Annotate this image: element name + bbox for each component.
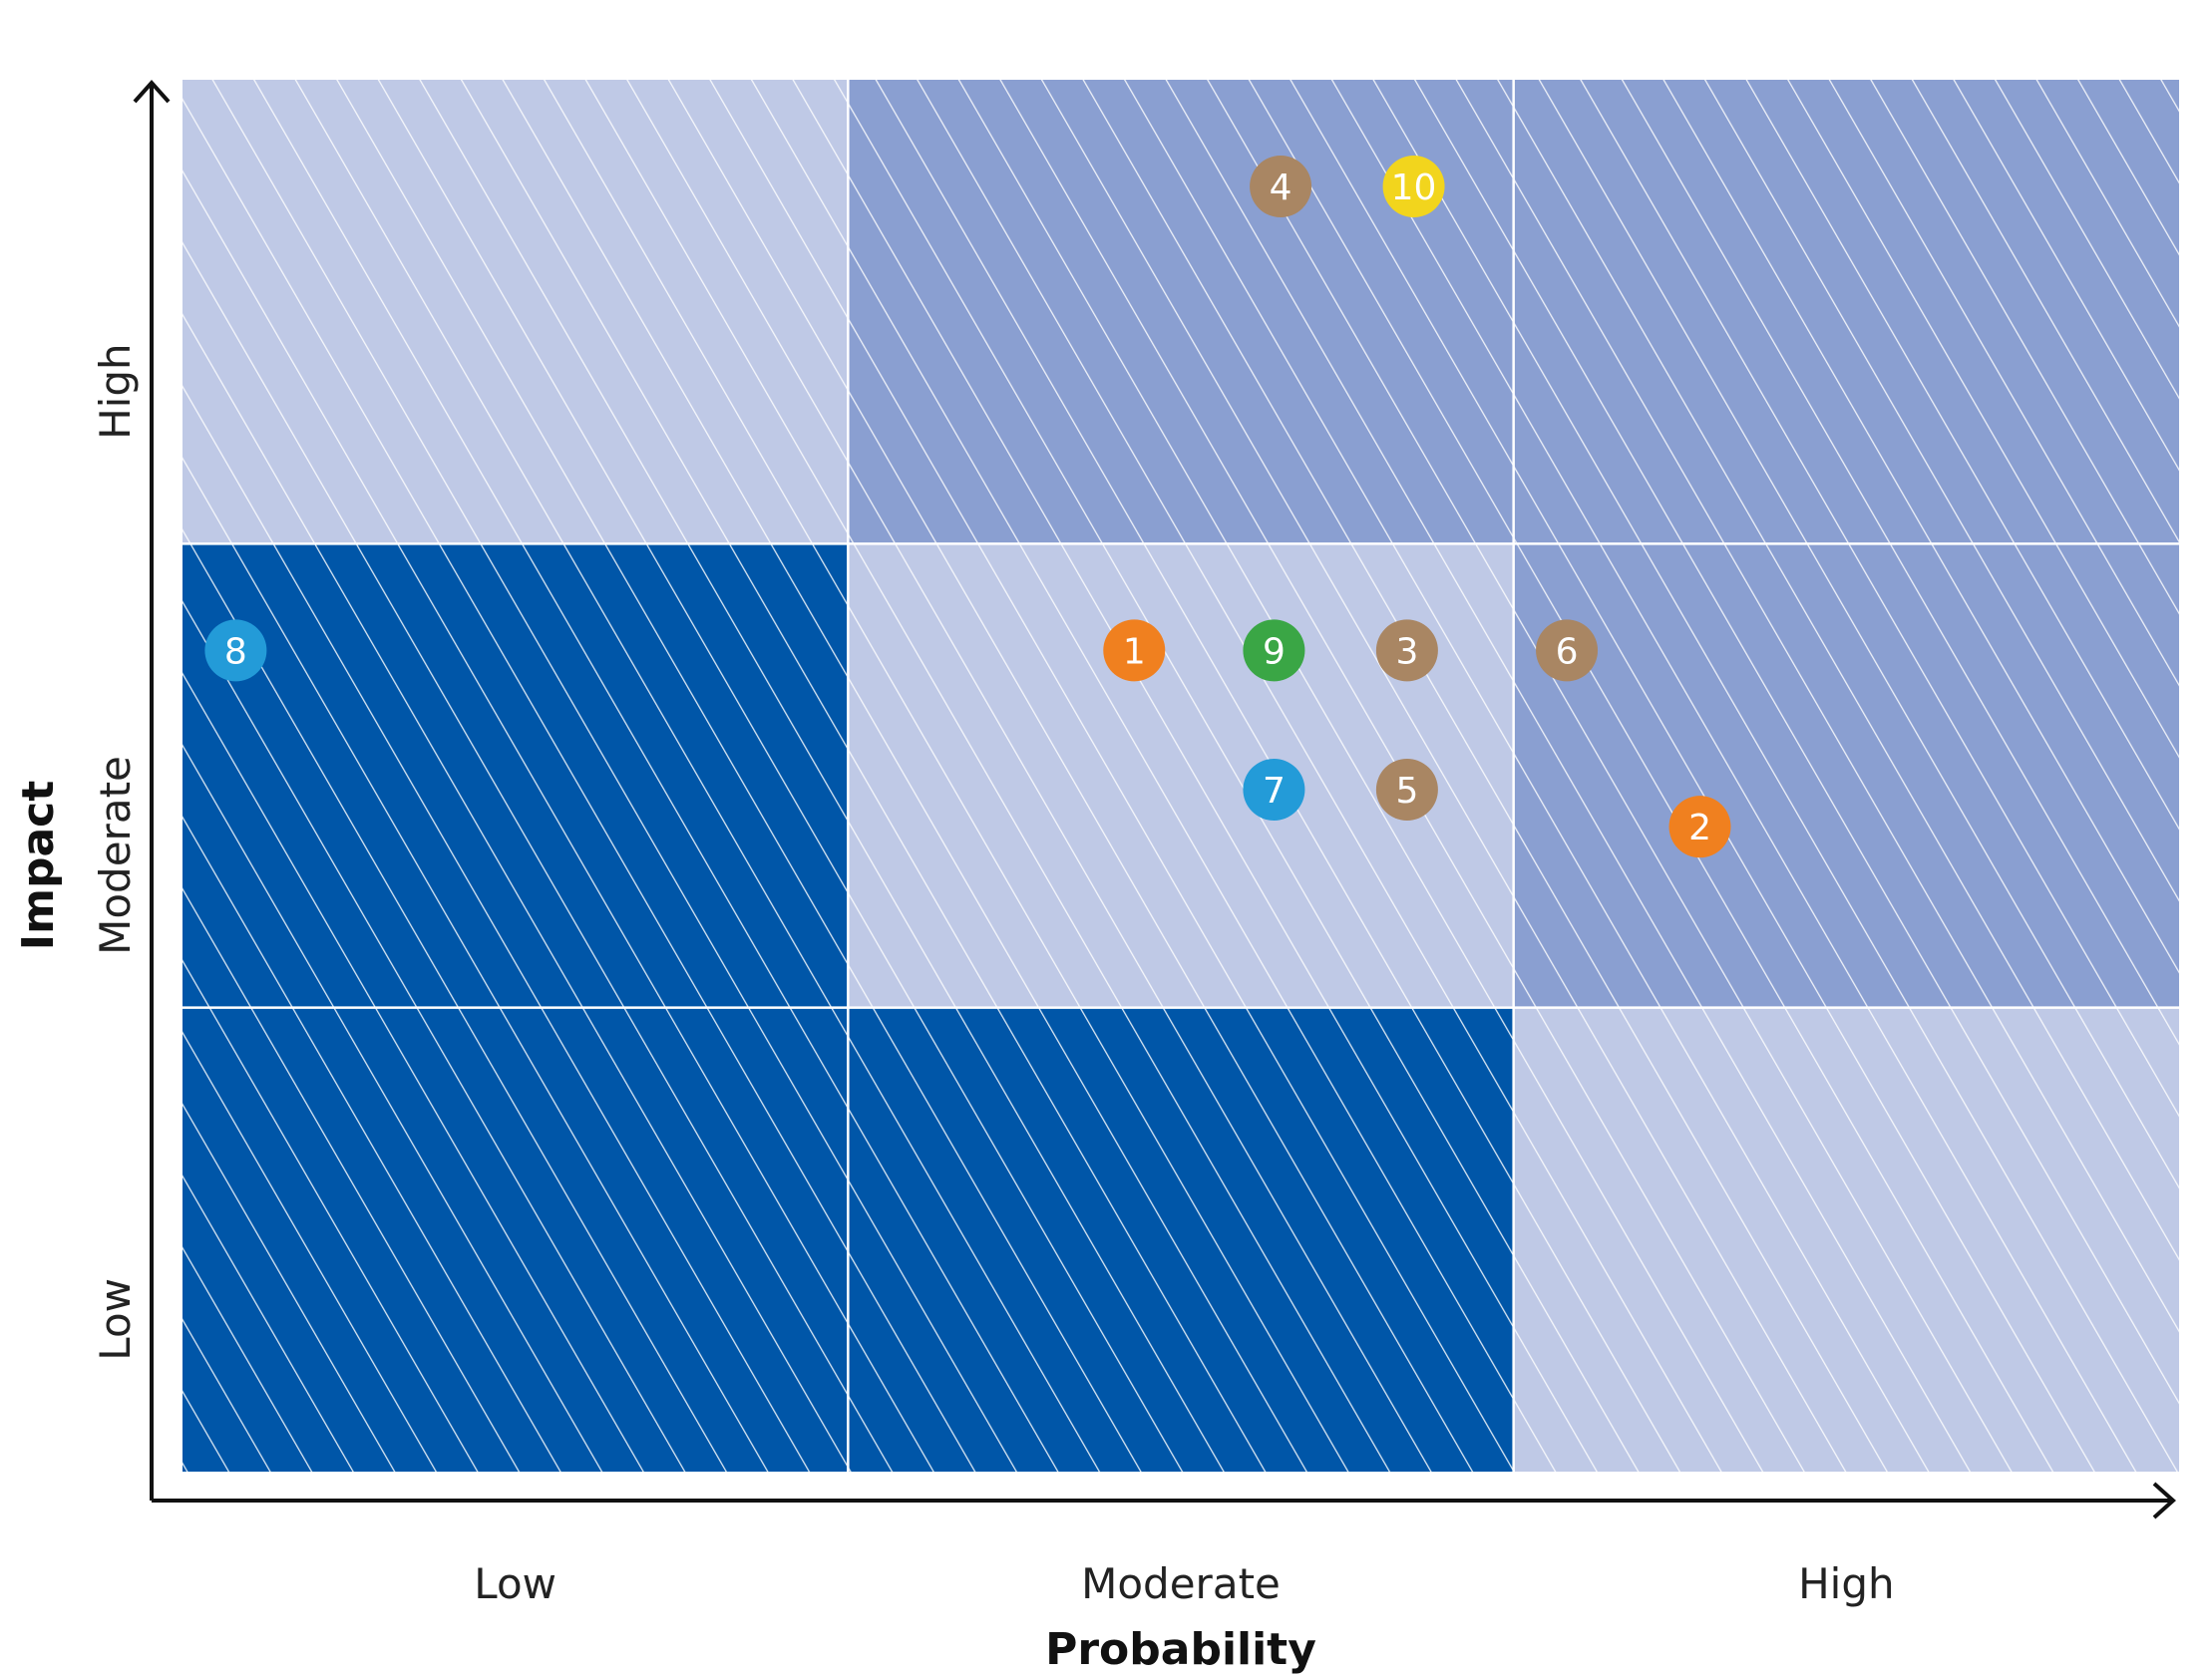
risk-marker-10[interactable]: 10 [1382,156,1445,218]
risk-marker-label: 4 [1270,168,1292,208]
hatch-overlay [183,80,2179,1472]
risk-marker-circle [204,619,267,682]
risk-marker-circle [1103,619,1166,682]
risk-markers: 1 2 3 4 5 6 7 8 9 10 [204,156,1731,858]
risk-marker-circle [1250,156,1312,218]
risk-marker-label: 5 [1395,771,1418,812]
y-axis-arrow [133,80,171,104]
x-axis-title: Probability [1045,1624,1316,1675]
risk-marker-label: 2 [1688,808,1711,848]
risk-marker-label: 3 [1395,631,1418,672]
risk-marker-1[interactable]: 1 [1103,619,1166,682]
risk-marker-circle [1243,758,1305,821]
risk-marker-label: 1 [1123,631,1146,672]
axes [133,80,2176,1519]
x-axis-arrow [2152,1482,2176,1519]
risk-marker-8[interactable]: 8 [204,619,267,682]
risk-marker-5[interactable]: 5 [1375,758,1438,821]
risk-marker-2[interactable]: 2 [1668,796,1731,858]
risk-marker-circle [1375,758,1438,821]
risk-marker-3[interactable]: 3 [1375,619,1438,682]
hatch-pattern [183,80,2179,1472]
x-tick-label-moderate: Moderate [1081,1559,1281,1608]
risk-marker-circle [1375,619,1438,682]
risk-marker-circle [1536,619,1599,682]
grid-lines [183,80,2179,1472]
risk-marker-circle [1668,796,1731,858]
risk-marker-9[interactable]: 9 [1243,619,1305,682]
y-tick-label-high: High [91,343,140,440]
risk-marker-7[interactable]: 7 [1243,758,1305,821]
risk-marker-label: 8 [224,631,247,672]
risk-marker-label: 7 [1263,771,1286,812]
y-tick-label-moderate: Moderate [91,756,140,955]
risk-marker-label: 10 [1391,168,1437,208]
x-tick-label-low: Low [474,1559,556,1608]
risk-marker-label: 9 [1263,631,1286,672]
tick-labels: Low Moderate High Low Moderate High [91,343,1895,1608]
y-axis-title: Impact [13,781,64,951]
risk-marker-circle [1243,619,1305,682]
risk-marker-4[interactable]: 4 [1250,156,1312,218]
risk-marker-6[interactable]: 6 [1536,619,1599,682]
risk-marker-label: 6 [1556,631,1579,672]
y-tick-label-low: Low [91,1278,140,1361]
x-tick-label-high: High [1798,1559,1895,1608]
risk-marker-circle [1382,156,1445,218]
